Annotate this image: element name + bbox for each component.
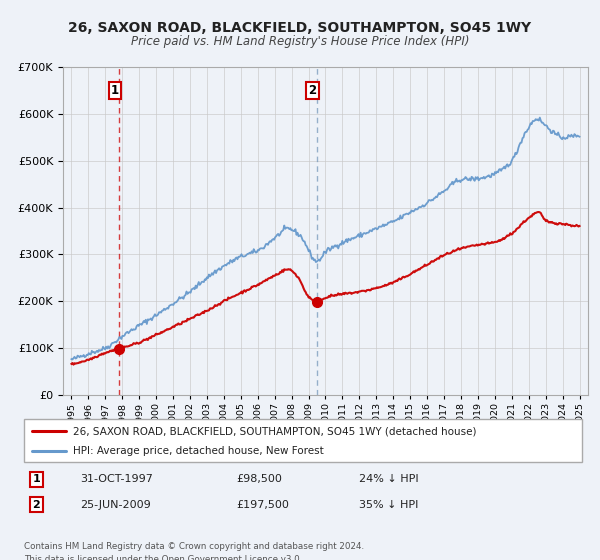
Text: 2: 2 xyxy=(308,84,317,97)
Text: Contains HM Land Registry data © Crown copyright and database right 2024.
This d: Contains HM Land Registry data © Crown c… xyxy=(24,542,364,560)
Text: £197,500: £197,500 xyxy=(236,500,289,510)
Text: 35% ↓ HPI: 35% ↓ HPI xyxy=(359,500,418,510)
Text: £98,500: £98,500 xyxy=(236,474,282,484)
Text: HPI: Average price, detached house, New Forest: HPI: Average price, detached house, New … xyxy=(73,446,324,456)
Text: 1: 1 xyxy=(111,84,119,97)
Text: 25-JUN-2009: 25-JUN-2009 xyxy=(80,500,151,510)
Text: 2: 2 xyxy=(32,500,40,510)
Text: Price paid vs. HM Land Registry's House Price Index (HPI): Price paid vs. HM Land Registry's House … xyxy=(131,35,469,48)
Text: 31-OCT-1997: 31-OCT-1997 xyxy=(80,474,152,484)
FancyBboxPatch shape xyxy=(24,419,582,462)
Text: 1: 1 xyxy=(32,474,40,484)
Text: 26, SAXON ROAD, BLACKFIELD, SOUTHAMPTON, SO45 1WY: 26, SAXON ROAD, BLACKFIELD, SOUTHAMPTON,… xyxy=(68,21,532,35)
Text: 24% ↓ HPI: 24% ↓ HPI xyxy=(359,474,418,484)
Text: 26, SAXON ROAD, BLACKFIELD, SOUTHAMPTON, SO45 1WY (detached house): 26, SAXON ROAD, BLACKFIELD, SOUTHAMPTON,… xyxy=(73,426,476,436)
